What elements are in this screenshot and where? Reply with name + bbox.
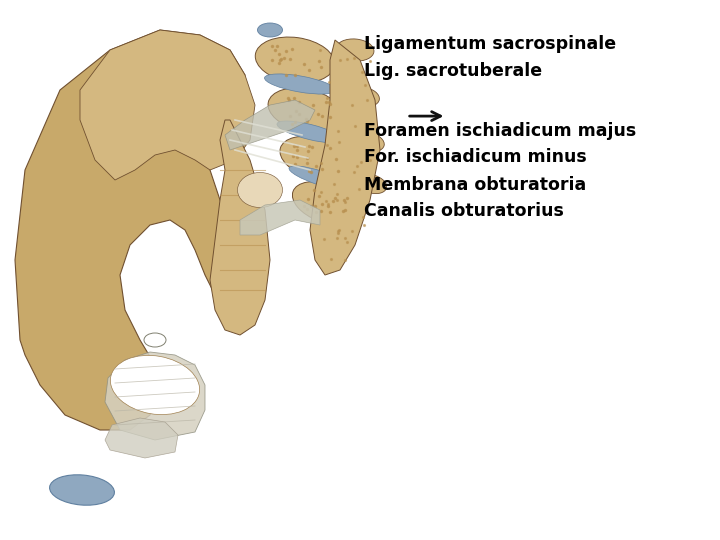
- Ellipse shape: [258, 23, 282, 37]
- Text: Canalis obturatorius: Canalis obturatorius: [364, 202, 564, 220]
- Ellipse shape: [238, 172, 282, 207]
- Ellipse shape: [352, 132, 384, 152]
- Ellipse shape: [110, 355, 199, 415]
- Ellipse shape: [280, 137, 350, 180]
- Ellipse shape: [345, 87, 379, 107]
- Polygon shape: [15, 30, 250, 430]
- Text: Lig. sacrotuberale: Lig. sacrotuberale: [364, 62, 541, 80]
- Polygon shape: [80, 30, 255, 180]
- Polygon shape: [105, 352, 205, 440]
- Ellipse shape: [289, 166, 351, 190]
- Text: Membrana obturatoria: Membrana obturatoria: [364, 176, 586, 193]
- Text: Ligamentum sacrospinale: Ligamentum sacrospinale: [364, 35, 616, 53]
- Ellipse shape: [357, 174, 387, 193]
- Polygon shape: [310, 40, 380, 275]
- Ellipse shape: [264, 74, 336, 94]
- Ellipse shape: [336, 39, 374, 61]
- Text: For. ischiadicum minus: For. ischiadicum minus: [364, 148, 586, 166]
- Ellipse shape: [256, 37, 335, 83]
- Ellipse shape: [144, 333, 166, 347]
- Text: Foramen ischiadicum majus: Foramen ischiadicum majus: [364, 122, 636, 139]
- Ellipse shape: [50, 475, 114, 505]
- Ellipse shape: [277, 121, 343, 143]
- Polygon shape: [225, 100, 315, 150]
- Ellipse shape: [268, 88, 342, 132]
- Polygon shape: [210, 120, 270, 335]
- Polygon shape: [105, 418, 178, 458]
- Ellipse shape: [292, 181, 358, 224]
- Polygon shape: [240, 200, 320, 235]
